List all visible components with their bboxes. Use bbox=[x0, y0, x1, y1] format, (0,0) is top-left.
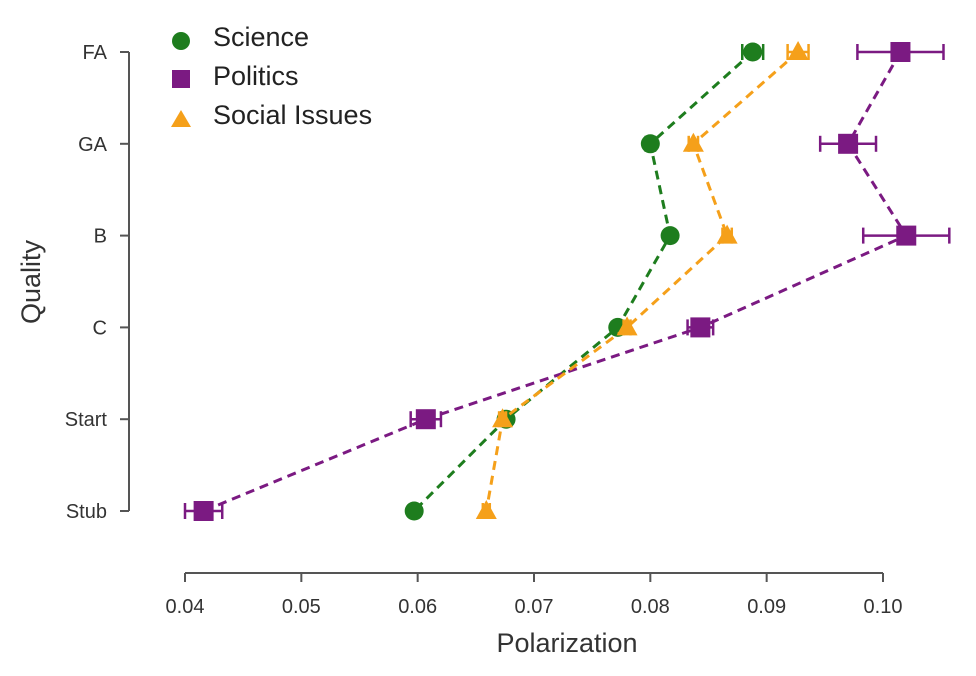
data-point bbox=[415, 409, 436, 430]
x-tick-label: 0.08 bbox=[631, 596, 670, 618]
data-point bbox=[193, 501, 214, 521]
data-point bbox=[475, 500, 497, 519]
x-axis-title: Polarization bbox=[496, 628, 637, 658]
series-social-issues bbox=[475, 41, 810, 519]
legend-politics-label: Politics bbox=[213, 61, 299, 91]
series-social-issues-line bbox=[484, 50, 800, 512]
series-science bbox=[404, 42, 765, 521]
data-point bbox=[492, 408, 514, 428]
x-tick-label: 0.09 bbox=[747, 596, 786, 618]
y-tick-label: FA bbox=[83, 42, 108, 64]
legend-politics-marker bbox=[172, 70, 190, 88]
data-point bbox=[716, 224, 738, 244]
data-point bbox=[682, 132, 704, 152]
y-tick-label: Start bbox=[65, 409, 108, 431]
data-point bbox=[896, 225, 917, 246]
y-tick-label: Stub bbox=[66, 501, 107, 523]
data-point bbox=[616, 316, 638, 336]
x-ticks: 0.04 0.05 0.06 0.07 0.08 0.09 0.10 bbox=[166, 573, 903, 618]
legend-social-issues-label: Social Issues bbox=[213, 100, 372, 130]
data-point bbox=[660, 226, 680, 246]
y-tick-label: C bbox=[93, 317, 107, 339]
x-tick-label: 0.07 bbox=[515, 596, 554, 618]
legend-social-issues-marker bbox=[171, 110, 191, 127]
legend-item-science: Science bbox=[172, 22, 309, 52]
x-tick-label: 0.05 bbox=[282, 596, 321, 618]
legend-science-label: Science bbox=[213, 22, 309, 52]
data-point bbox=[690, 317, 711, 338]
x-tick-label: 0.06 bbox=[398, 596, 437, 618]
y-axis-title: Quality bbox=[16, 239, 46, 324]
data-point bbox=[404, 501, 424, 521]
data-point bbox=[787, 41, 809, 60]
series-science-line bbox=[413, 50, 754, 513]
data-point bbox=[743, 42, 763, 62]
data-point bbox=[890, 42, 911, 62]
data-point bbox=[640, 134, 660, 154]
x-tick-label: 0.10 bbox=[864, 596, 903, 618]
series-politics bbox=[183, 42, 951, 521]
series-layer bbox=[183, 41, 951, 521]
y-ticks: FA GA B C Start Stub bbox=[65, 42, 129, 523]
legend-item-social-issues: Social Issues bbox=[171, 100, 372, 130]
legend-item-politics: Politics bbox=[172, 61, 299, 91]
legend: Science Politics Social Issues bbox=[171, 22, 372, 130]
y-tick-label: B bbox=[94, 226, 107, 248]
legend-science-marker bbox=[172, 32, 190, 50]
data-point bbox=[838, 133, 859, 154]
y-tick-label: GA bbox=[78, 134, 108, 156]
series-politics-line bbox=[203, 51, 909, 513]
x-tick-label: 0.04 bbox=[166, 596, 205, 618]
